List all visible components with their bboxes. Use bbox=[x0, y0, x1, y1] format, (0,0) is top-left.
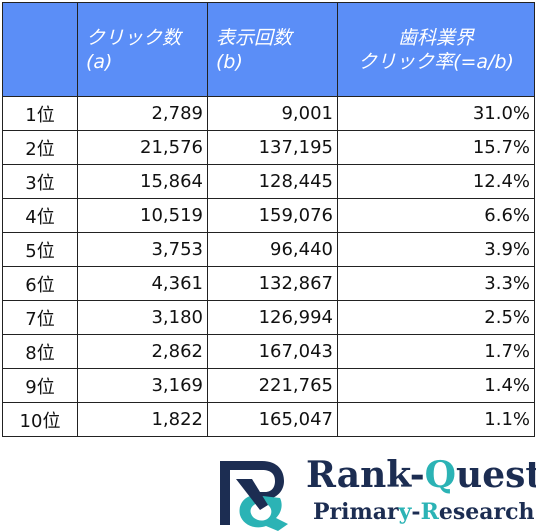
rank-cell: 9位 bbox=[2, 368, 78, 403]
impressions-cell: 221,765 bbox=[207, 368, 338, 403]
impressions-cell: 167,043 bbox=[207, 334, 338, 369]
header-ctr: 歯科業界 クリック率(=a/b) bbox=[337, 2, 535, 97]
logo-subtitle: Primary-Research bbox=[313, 499, 535, 525]
table-row: 3位 15,864 128,445 12.4% bbox=[2, 164, 535, 199]
impressions-cell: 96,440 bbox=[207, 232, 338, 267]
impressions-cell: 128,445 bbox=[207, 164, 338, 199]
header-rank bbox=[2, 2, 78, 97]
table-row: 9位 3,169 221,765 1.4% bbox=[2, 368, 535, 403]
clicks-cell: 21,576 bbox=[77, 130, 208, 165]
ctr-cell: 12.4% bbox=[337, 164, 535, 199]
table-row: 6位 4,361 132,867 3.3% bbox=[2, 266, 535, 301]
clicks-cell: 1,822 bbox=[77, 402, 208, 437]
rank-cell: 6位 bbox=[2, 266, 78, 301]
impressions-cell: 9,001 bbox=[207, 96, 338, 131]
rq-monogram-icon bbox=[220, 461, 288, 531]
rank-cell: 5位 bbox=[2, 232, 78, 267]
rank-cell: 3位 bbox=[2, 164, 78, 199]
rank-cell: 2位 bbox=[2, 130, 78, 165]
header-clicks-label: クリック数 bbox=[86, 26, 182, 49]
clicks-cell: 2,789 bbox=[77, 96, 208, 131]
table-row: 1位 2,789 9,001 31.0% bbox=[2, 96, 535, 131]
ctr-cell: 15.7% bbox=[337, 130, 535, 165]
ctr-cell: 1.4% bbox=[337, 368, 535, 403]
table-row: 7位 3,180 126,994 2.5% bbox=[2, 300, 535, 335]
impressions-cell: 132,867 bbox=[207, 266, 338, 301]
ctr-cell: 2.5% bbox=[337, 300, 535, 335]
table-row: 8位 2,862 167,043 1.7% bbox=[2, 334, 535, 369]
impressions-cell: 165,047 bbox=[207, 402, 338, 437]
header-ctr-sub: クリック率(=a/b) bbox=[358, 50, 514, 73]
ctr-cell: 6.6% bbox=[337, 198, 535, 233]
rank-quest-logo: Rank-Quest Primary-Research bbox=[216, 453, 536, 532]
ctr-cell: 3.9% bbox=[337, 232, 535, 267]
ctr-cell: 1.1% bbox=[337, 402, 535, 437]
ctr-cell: 1.7% bbox=[337, 334, 535, 369]
header-clicks-sub: (a) bbox=[86, 50, 113, 73]
clicks-cell: 10,519 bbox=[77, 198, 208, 233]
header-impressions-label: 表示回数 bbox=[216, 26, 293, 49]
rank-cell: 4位 bbox=[2, 198, 78, 233]
clicks-cell: 2,862 bbox=[77, 334, 208, 369]
header-ctr-label: 歯科業界 bbox=[397, 26, 474, 49]
table-row: 10位 1,822 165,047 1.1% bbox=[2, 402, 535, 437]
header-clicks: クリック数 (a) bbox=[77, 2, 208, 97]
table-row: 5位 3,753 96,440 3.9% bbox=[2, 232, 535, 267]
impressions-cell: 159,076 bbox=[207, 198, 338, 233]
rank-cell: 8位 bbox=[2, 334, 78, 369]
header-row: クリック数 (a) 表示回数 (b) 歯科業界 クリック率(=a/b) bbox=[2, 2, 535, 97]
rank-cell: 7位 bbox=[2, 300, 78, 335]
rank-cell: 10位 bbox=[2, 402, 78, 437]
table-body: 1位 2,789 9,001 31.0% 2位 21,576 137,195 15.7% 3位 1… bbox=[2, 96, 535, 437]
clicks-cell: 3,169 bbox=[77, 368, 208, 403]
table-row: 2位 21,576 137,195 15.7% bbox=[2, 130, 535, 165]
impressions-cell: 137,195 bbox=[207, 130, 338, 165]
table-row: 4位 10,519 159,076 6.6% bbox=[2, 198, 535, 233]
clicks-cell: 15,864 bbox=[77, 164, 208, 199]
ctr-cell: 3.3% bbox=[337, 266, 535, 301]
clicks-cell: 4,361 bbox=[77, 266, 208, 301]
clicks-cell: 3,753 bbox=[77, 232, 208, 267]
clicks-cell: 3,180 bbox=[77, 300, 208, 335]
ctr-table: クリック数 (a) 表示回数 (b) 歯科業界 クリック率(=a/b) 1位 2,… bbox=[2, 2, 535, 437]
impressions-cell: 126,994 bbox=[207, 300, 338, 335]
logo-title: Rank-Quest bbox=[306, 454, 536, 496]
header-impressions: 表示回数 (b) bbox=[207, 2, 338, 97]
header-impressions-sub: (b) bbox=[216, 50, 243, 73]
ctr-cell: 31.0% bbox=[337, 96, 535, 131]
rank-cell: 1位 bbox=[2, 96, 78, 131]
